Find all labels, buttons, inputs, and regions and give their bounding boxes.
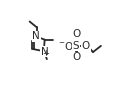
Text: O: O bbox=[72, 29, 80, 39]
Text: $^{-}$O: $^{-}$O bbox=[58, 40, 74, 52]
Text: +: + bbox=[43, 49, 49, 58]
Text: N: N bbox=[41, 47, 48, 57]
Text: O: O bbox=[72, 52, 80, 62]
Text: S: S bbox=[73, 41, 79, 51]
Text: N: N bbox=[32, 31, 40, 41]
Text: O: O bbox=[82, 41, 90, 51]
